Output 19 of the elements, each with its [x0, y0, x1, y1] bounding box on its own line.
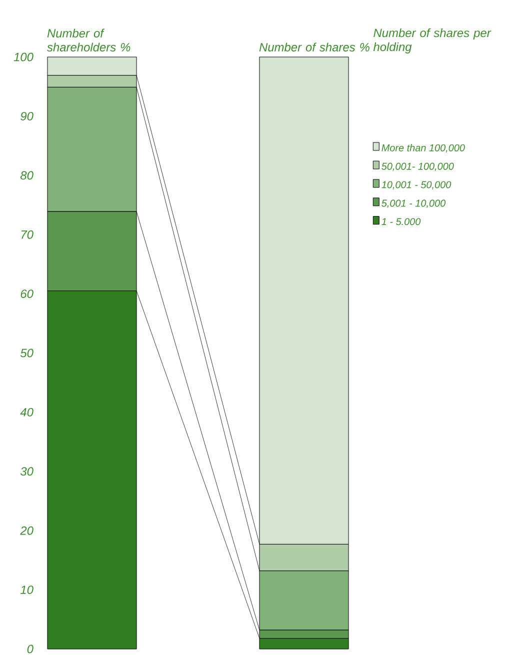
- legend-label: 5,001 - 10,000: [382, 200, 446, 208]
- y-tick-label: 10: [20, 586, 34, 594]
- y-tick-label: 30: [20, 467, 34, 476]
- legend-label: 10,001 - 50,000: [382, 181, 452, 190]
- x-tick-label: Number of shareholders %: [47, 28, 130, 52]
- legend-label: 50,001- 100,000: [382, 162, 454, 172]
- y-tick-label: 50: [20, 348, 34, 358]
- y-tick-label: 0: [27, 644, 34, 654]
- legend-label: 1 - 5.000: [382, 218, 421, 226]
- y-tick-label: 40: [20, 408, 34, 416]
- y-tick-label: 70: [21, 230, 34, 239]
- y-tick-label: 60: [20, 290, 34, 298]
- legend-label: More than 100,000: [382, 144, 465, 153]
- y-tick-label: 80: [20, 171, 34, 180]
- x-tick-label: Number of shares %: [259, 42, 370, 52]
- legend-title: Number of shares per holding: [373, 28, 492, 54]
- y-tick-label: 90: [20, 112, 34, 120]
- y-tick-label: 100: [14, 52, 34, 62]
- y-tick-label: 20: [20, 526, 34, 535]
